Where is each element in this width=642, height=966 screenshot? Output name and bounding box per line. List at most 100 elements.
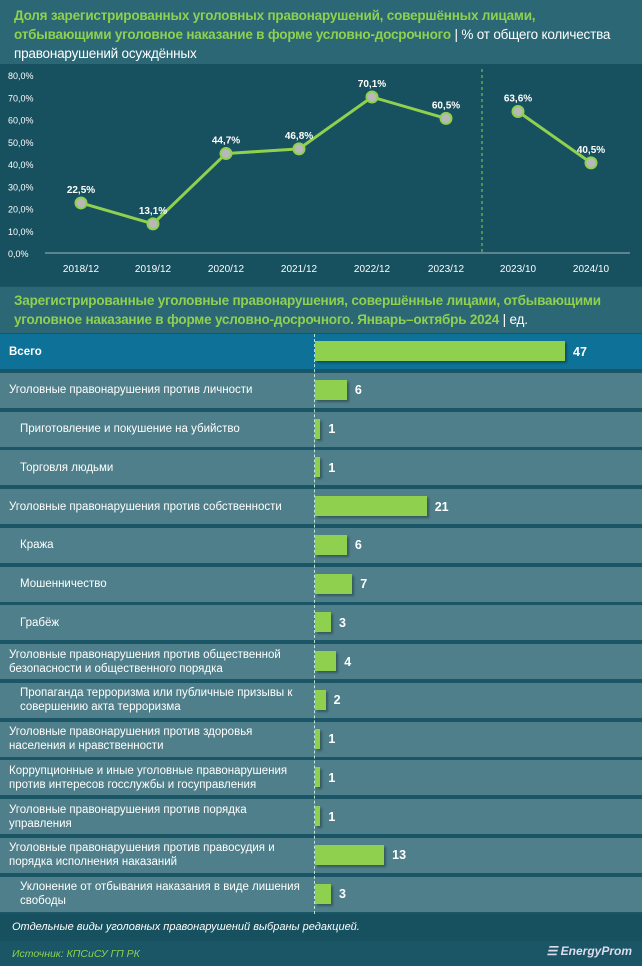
y-tick-label: 50,0% <box>8 138 34 148</box>
x-tick-label: 2020/12 <box>208 264 245 275</box>
bar <box>315 767 321 788</box>
bar-value: 47 <box>573 344 587 359</box>
chart2-title: Зарегистрированные уголовные правонаруше… <box>0 287 642 333</box>
bar <box>315 341 565 361</box>
bar-value: 4 <box>344 654 352 669</box>
bar <box>315 379 347 400</box>
bar-row: Всего 47 <box>0 334 642 369</box>
bar-label: Приготовление и покушение на убийство <box>20 423 240 435</box>
bar-label: Уголовные правонарушения против порядка … <box>9 803 247 830</box>
bar-value: 1 <box>328 732 336 746</box>
bar-label: Кража <box>20 539 54 552</box>
chart1-title: Доля зарегистрированных уголовных правон… <box>0 0 642 64</box>
bar-value: 3 <box>338 887 346 901</box>
footnote: Отдельные виды уголовных правонарушений … <box>0 914 642 941</box>
x-tick-label: 2019/12 <box>135 264 172 275</box>
data-label: 46,8% <box>285 131 313 142</box>
data-label: 22,5% <box>67 185 95 196</box>
line-chart: 0,0% 10,0% 20,0% 30,0% 40,0% 50,0% 60,0% 70,0% 8… <box>0 64 642 286</box>
bar-label: Всего <box>9 345 42 358</box>
data-label: 40,5% <box>577 145 605 156</box>
series-line <box>517 110 592 165</box>
bar-chart: Всего 47 Уголовные правонарушения против л… <box>0 334 642 915</box>
y-tick-label: 60,0% <box>8 116 34 126</box>
bar-value: 21 <box>434 499 449 514</box>
bar-row: Уголовные правонарушения против личности… <box>0 372 642 408</box>
bar-row: Уголовные правонарушения против порядка … <box>0 799 642 834</box>
bar <box>315 457 321 478</box>
x-tick-label: 2018/12 <box>63 264 100 275</box>
bar-value: 6 <box>354 538 362 553</box>
bar <box>315 806 321 826</box>
bar-label: Уголовные правонарушения против правосуд… <box>9 842 275 869</box>
bar-value: 13 <box>392 848 407 863</box>
data-label: 60,5% <box>432 100 460 111</box>
bar-row: Приготовление и покушение на убийство 1 <box>0 411 642 447</box>
y-tick-label: 80,0% <box>8 71 34 81</box>
bar-value: 1 <box>328 460 336 475</box>
bar-value: 6 <box>354 383 362 398</box>
title-sep: | <box>502 312 507 327</box>
bar <box>315 496 427 516</box>
y-tick-label: 20,0% <box>8 205 34 215</box>
bar-label: Уголовные правонарушения против собствен… <box>9 500 282 513</box>
data-point <box>74 196 88 210</box>
data-point <box>365 90 379 104</box>
bar-label: Пропаганда терроризма или публичные приз… <box>20 687 293 714</box>
bar-row: Коррупционные и иные уголовные правонару… <box>0 760 642 796</box>
y-tick-label: 30,0% <box>8 182 34 192</box>
bar-row: Уголовные правонарушения против обществе… <box>0 644 642 679</box>
title-unit: ед. <box>509 312 528 327</box>
bar-value: 7 <box>360 577 368 591</box>
bar-row: Кража 6 <box>0 527 642 563</box>
bar <box>315 689 326 710</box>
bar-row: Уклонение от отбывания наказания в виде … <box>0 876 642 912</box>
bar-label: Уголовные правонарушения против личности <box>9 384 253 397</box>
bar <box>315 651 337 671</box>
bar <box>315 418 321 439</box>
x-tick-label: 2022/12 <box>354 264 391 275</box>
bar <box>315 534 347 555</box>
x-tick-label: 2023/12 <box>428 264 465 275</box>
bar <box>315 728 321 749</box>
bar <box>315 844 385 865</box>
bar-value: 1 <box>328 422 336 436</box>
data-point <box>584 156 598 170</box>
x-tick-label: 2024/10 <box>573 264 610 275</box>
bar-label: Мошенничество <box>20 578 107 590</box>
bar-value: 2 <box>333 693 341 708</box>
bar-row: Уголовные правонарушения против собствен… <box>0 489 642 524</box>
bar <box>315 883 331 904</box>
data-label: 63,6% <box>504 93 532 104</box>
data-point <box>511 104 525 118</box>
bar-label: Уголовные правонарушения против обществе… <box>9 648 281 675</box>
x-tick-label: 2021/12 <box>281 264 318 275</box>
data-point <box>292 142 306 156</box>
bar-value: 1 <box>328 770 336 785</box>
bar-axis <box>314 334 315 914</box>
bar-value: 3 <box>338 615 346 630</box>
data-label: 44,7% <box>212 136 240 147</box>
title-main: Доля зарегистрированных уголовных правон… <box>14 8 536 42</box>
bar-label: Коррупционные и иные уголовные правонару… <box>9 764 288 791</box>
data-label: 70,1% <box>358 79 386 90</box>
source: Источник: КПСиСУ ГП РК <box>12 948 140 960</box>
series-line <box>80 95 447 226</box>
bar <box>315 573 353 594</box>
bar-row: Уголовные правонарушения против правосуд… <box>0 837 642 873</box>
energyprom-logo: ☰ EnergyProm <box>546 944 632 958</box>
bar-row: Торговля людьми 1 <box>0 450 642 486</box>
y-tick-label: 70,0% <box>8 93 34 103</box>
y-tick-label: 0,0% <box>8 249 29 259</box>
data-label: 13,1% <box>139 206 167 217</box>
y-tick-label: 10,0% <box>8 227 34 237</box>
bar-row: Уголовные правонарушения против здоровья… <box>0 721 642 757</box>
bar-value: 1 <box>328 809 336 824</box>
bar-row: Грабёж 3 <box>0 605 642 641</box>
bar <box>315 612 331 633</box>
logo-text: EnergyProm <box>560 944 632 958</box>
data-point <box>146 217 160 231</box>
bar-label: Уголовные правонарушения против здоровья… <box>9 726 253 752</box>
bar-row: Мошенничество 7 <box>0 566 642 602</box>
title-main: Зарегистрированные уголовные правонаруше… <box>14 293 601 327</box>
